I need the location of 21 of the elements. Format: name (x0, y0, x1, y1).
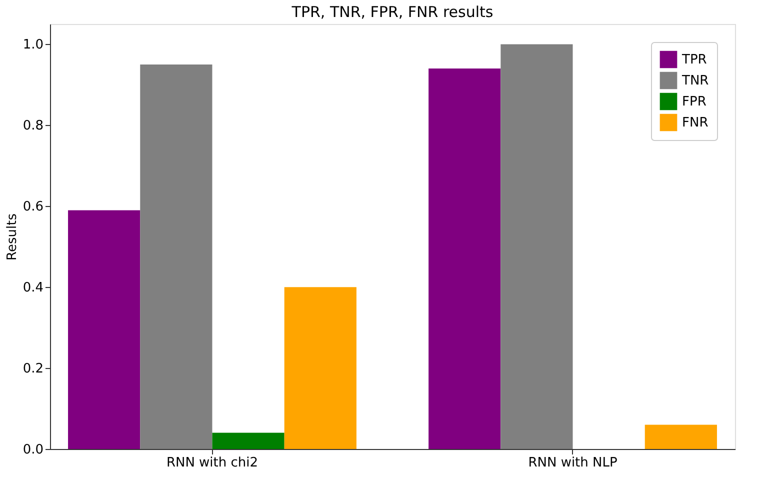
legend-label: FNR (682, 116, 708, 130)
y-tick-label: 1.0 (22, 38, 44, 53)
chart-title: TPR, TNR, FPR, FNR results (290, 3, 494, 21)
bar (68, 210, 140, 449)
y-tick-label: 0.8 (22, 118, 44, 134)
bar (140, 64, 212, 449)
bar (284, 287, 356, 449)
legend-label: TPR (681, 52, 707, 68)
legend-label: TNR (681, 74, 709, 88)
bar (428, 68, 501, 449)
y-tick-label: 0.6 (22, 200, 44, 215)
bar (212, 432, 284, 449)
x-tick-label: RNN with chi2 (166, 456, 258, 470)
y-axis-title: Results (4, 213, 20, 260)
legend-label: FPR (682, 94, 706, 110)
y-tick-label: 0.2 (22, 362, 44, 377)
y-tick-label: 0.0 (22, 442, 44, 458)
bar (500, 44, 573, 449)
x-tick-label: RNN with NLP (528, 456, 618, 470)
bar (644, 424, 717, 449)
y-tick-label: 0.4 (22, 280, 44, 296)
